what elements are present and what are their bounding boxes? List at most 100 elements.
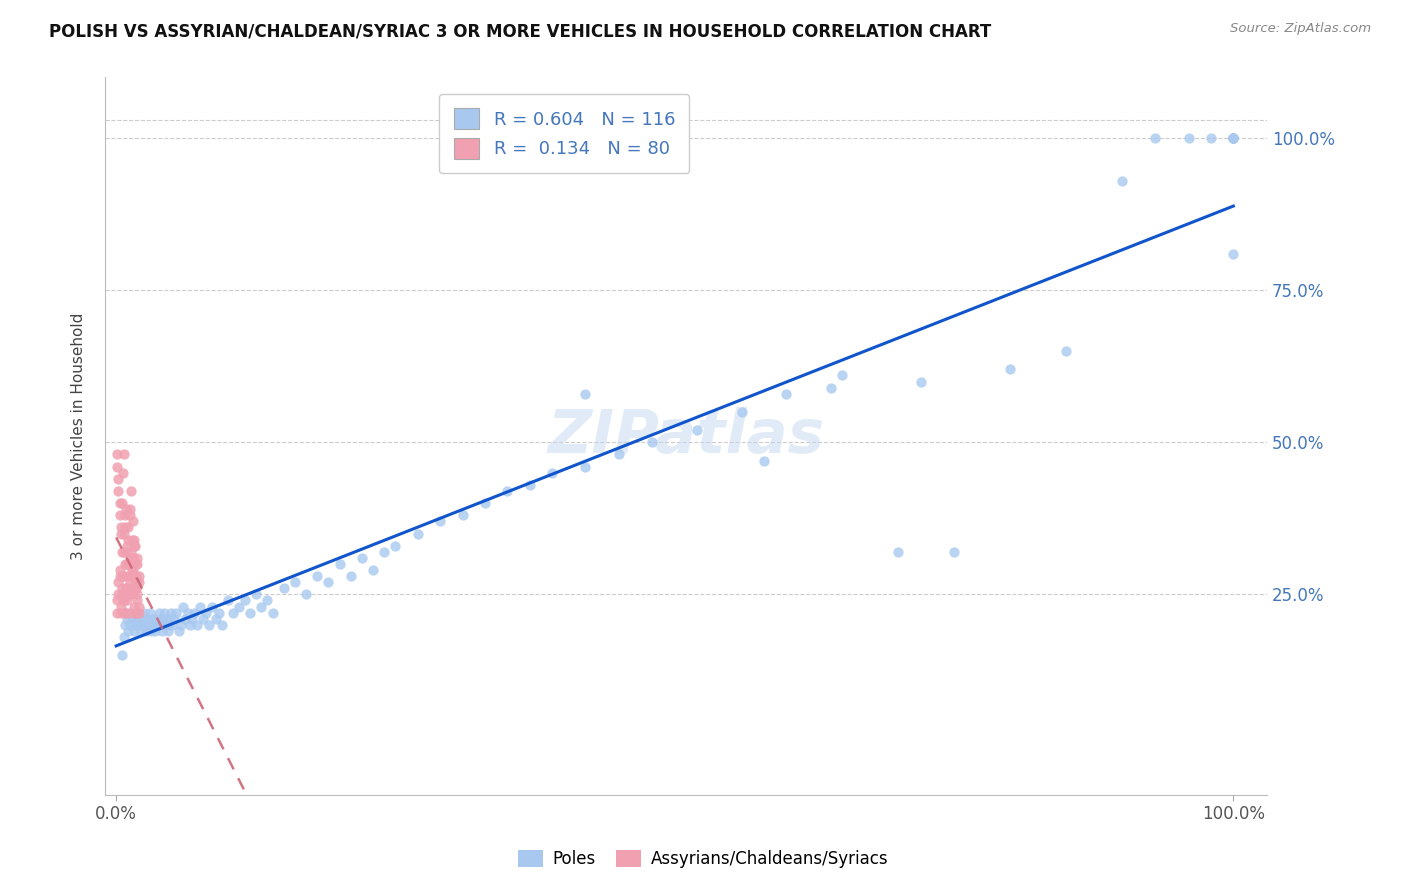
Point xyxy=(519,478,541,492)
Point xyxy=(127,587,149,601)
Point xyxy=(128,575,150,590)
Point xyxy=(134,617,156,632)
Point xyxy=(1144,131,1167,145)
Point xyxy=(117,569,139,583)
Point xyxy=(245,587,267,601)
Point xyxy=(262,606,284,620)
Point xyxy=(110,526,132,541)
Point xyxy=(108,569,131,583)
Point xyxy=(194,606,217,620)
Point xyxy=(574,459,596,474)
Point xyxy=(117,557,139,571)
Point xyxy=(172,599,194,614)
Point xyxy=(117,606,139,620)
Point xyxy=(179,617,201,632)
Point xyxy=(160,606,183,620)
Text: POLISH VS ASSYRIAN/CHALDEAN/SYRIAC 3 OR MORE VEHICLES IN HOUSEHOLD CORRELATION C: POLISH VS ASSYRIAN/CHALDEAN/SYRIAC 3 OR … xyxy=(49,22,991,40)
Point xyxy=(114,557,136,571)
Point xyxy=(284,575,307,590)
Point xyxy=(117,593,139,607)
Point xyxy=(1177,131,1199,145)
Point xyxy=(820,381,842,395)
Point xyxy=(143,617,166,632)
Point xyxy=(121,550,143,565)
Point xyxy=(115,502,138,516)
Point xyxy=(149,612,172,626)
Point xyxy=(496,483,519,498)
Point xyxy=(307,569,329,583)
Point xyxy=(153,606,176,620)
Legend: Poles, Assyrians/Chaldeans/Syriacs: Poles, Assyrians/Chaldeans/Syriacs xyxy=(510,843,896,875)
Point xyxy=(731,405,754,419)
Point xyxy=(155,617,177,632)
Point xyxy=(120,483,142,498)
Point xyxy=(132,606,155,620)
Point xyxy=(1222,247,1244,261)
Point xyxy=(124,612,146,626)
Text: ZIPatlas: ZIPatlas xyxy=(547,407,824,466)
Point xyxy=(198,617,221,632)
Point xyxy=(127,550,149,565)
Text: Source: ZipAtlas.com: Source: ZipAtlas.com xyxy=(1230,22,1371,36)
Point xyxy=(143,624,166,638)
Point xyxy=(136,612,159,626)
Point xyxy=(250,599,273,614)
Point xyxy=(122,624,145,638)
Point xyxy=(127,606,149,620)
Point xyxy=(204,612,226,626)
Point xyxy=(186,617,208,632)
Point xyxy=(1222,131,1244,145)
Point xyxy=(128,617,150,632)
Point xyxy=(122,617,145,632)
Point xyxy=(111,587,134,601)
Point xyxy=(201,599,224,614)
Point xyxy=(105,448,128,462)
Point xyxy=(122,557,145,571)
Point xyxy=(174,612,197,626)
Point xyxy=(150,624,173,638)
Point xyxy=(775,386,797,401)
Point xyxy=(108,563,131,577)
Point xyxy=(125,569,148,583)
Point xyxy=(110,520,132,534)
Point xyxy=(115,545,138,559)
Point xyxy=(114,520,136,534)
Point xyxy=(217,593,239,607)
Point xyxy=(105,593,128,607)
Point xyxy=(887,545,910,559)
Point xyxy=(112,630,135,644)
Point xyxy=(541,466,564,480)
Legend: R = 0.604   N = 116, R =  0.134   N = 80: R = 0.604 N = 116, R = 0.134 N = 80 xyxy=(439,94,689,173)
Point xyxy=(125,582,148,596)
Point xyxy=(1054,344,1077,359)
Point xyxy=(111,545,134,559)
Point xyxy=(122,563,145,577)
Point xyxy=(118,617,141,632)
Point xyxy=(170,617,193,632)
Point xyxy=(188,599,211,614)
Point xyxy=(943,545,966,559)
Point xyxy=(110,606,132,620)
Point xyxy=(998,362,1021,376)
Point xyxy=(118,575,141,590)
Point xyxy=(222,606,245,620)
Point xyxy=(329,557,352,571)
Point xyxy=(117,539,139,553)
Point xyxy=(910,375,932,389)
Point xyxy=(122,582,145,596)
Point xyxy=(111,582,134,596)
Point xyxy=(239,606,262,620)
Point xyxy=(152,617,174,632)
Point xyxy=(166,606,188,620)
Point xyxy=(120,545,142,559)
Point xyxy=(108,508,131,523)
Point xyxy=(115,582,138,596)
Point xyxy=(128,569,150,583)
Point xyxy=(233,593,256,607)
Point xyxy=(1222,131,1244,145)
Point xyxy=(1222,131,1244,145)
Point xyxy=(1222,131,1244,145)
Point xyxy=(124,606,146,620)
Point xyxy=(111,648,134,663)
Point xyxy=(124,557,146,571)
